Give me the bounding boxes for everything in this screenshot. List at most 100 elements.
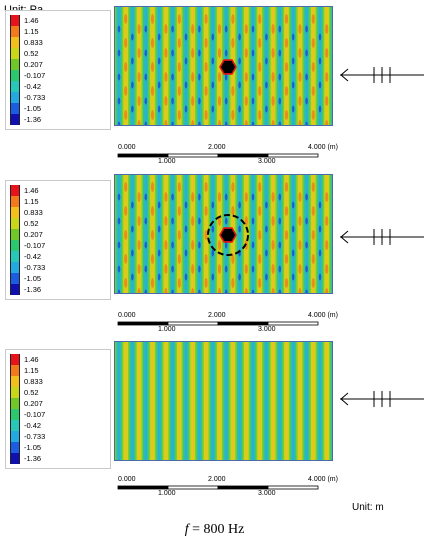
pressure-trough-lobe xyxy=(291,225,295,233)
legend-row: -1.36 xyxy=(10,453,41,464)
pressure-lobe xyxy=(311,254,315,264)
wave-trough-core xyxy=(131,7,134,125)
pressure-lobe xyxy=(137,48,141,58)
pressure-trough-lobe xyxy=(157,225,161,233)
pressure-lobe xyxy=(124,86,128,96)
pressure-trough-lobe xyxy=(144,241,148,249)
wave-crest-core xyxy=(138,175,141,293)
pressure-trough-lobe xyxy=(171,73,174,81)
pressure-lobe xyxy=(191,24,195,34)
pressure-trough-lobe xyxy=(278,193,282,201)
legend-row: -1.05 xyxy=(10,273,41,284)
pressure-lobe xyxy=(284,14,289,24)
scale-tick-label: 0.000 xyxy=(118,144,136,151)
legend-row: 1.46 xyxy=(10,354,39,365)
legend-swatch xyxy=(10,185,20,196)
legend-row: -0.107 xyxy=(10,70,45,81)
wave-trough-core xyxy=(131,175,134,293)
pressure-lobe xyxy=(191,72,195,82)
pressure-lobe xyxy=(137,192,141,202)
pressure-field-svg-3 xyxy=(115,342,333,461)
pressure-lobe xyxy=(191,120,195,125)
pressure-trough-lobe xyxy=(224,49,228,57)
pressure-trough-lobe xyxy=(131,105,134,113)
legend-2: 1.46 1.15 0.833 0.52 0.207 -0.107 -0.42 -0.733 -… xyxy=(5,180,111,300)
wave-crest-core xyxy=(178,342,181,460)
pressure-lobe xyxy=(311,230,315,240)
scale-tick-label: 2.000 xyxy=(208,144,226,151)
pressure-lobe xyxy=(311,38,315,48)
pressure-trough-lobe xyxy=(278,289,282,293)
pressure-lobe xyxy=(217,48,222,58)
scale-tick-label: 1.000 xyxy=(158,326,176,333)
wave-crest-core xyxy=(312,342,315,460)
pressure-trough-lobe xyxy=(144,121,148,125)
pressure-lobe xyxy=(311,182,315,192)
pressure-lobe xyxy=(325,48,329,58)
pressure-trough-lobe xyxy=(184,105,188,113)
legend-row: -0.42 xyxy=(10,251,41,262)
legend-value: -0.42 xyxy=(24,421,42,430)
wave-trough-core xyxy=(198,7,201,125)
pressure-trough-lobe xyxy=(211,225,215,233)
pressure-lobe xyxy=(284,230,289,240)
legend-swatch xyxy=(10,273,20,284)
legend-value: -0.733 xyxy=(24,263,46,272)
pressure-trough-lobe xyxy=(278,265,282,273)
wave-crest-core xyxy=(151,342,154,460)
legend-row: -0.733 xyxy=(10,92,45,103)
pressure-trough-lobe xyxy=(211,105,215,113)
pressure-trough-lobe xyxy=(144,25,148,33)
pressure-lobe xyxy=(177,110,181,120)
pressure-trough-lobe xyxy=(251,289,255,293)
legend-row: -0.733 xyxy=(10,262,45,273)
pressure-lobe xyxy=(298,120,302,125)
wave-crest-core xyxy=(164,342,167,460)
legend-row: 0.52 xyxy=(10,48,39,59)
wave-trough-core xyxy=(305,7,308,125)
wave-trough-core xyxy=(158,175,161,293)
wave-trough-core xyxy=(117,175,121,293)
frequency-value: = 800 Hz xyxy=(188,522,245,537)
scale-tick-label: 1.000 xyxy=(158,158,176,165)
pressure-trough-lobe xyxy=(184,33,188,41)
pressure-trough-lobe xyxy=(305,241,308,249)
pressure-lobe xyxy=(150,14,155,24)
pressure-lobe xyxy=(298,72,302,82)
legend-row: 0.207 xyxy=(10,59,43,70)
pressure-trough-lobe xyxy=(318,33,322,41)
pressure-trough-lobe xyxy=(332,194,333,201)
incident-wave-arrow-1 xyxy=(340,65,426,85)
pressure-trough-lobe xyxy=(171,241,174,249)
pressure-trough-lobe xyxy=(184,81,188,89)
pressure-trough-lobe xyxy=(238,105,241,113)
scale-segment xyxy=(267,485,319,490)
wave-crest-core xyxy=(218,7,221,125)
pressure-lobe xyxy=(271,48,275,58)
pressure-trough-lobe xyxy=(318,273,322,281)
pressure-lobe xyxy=(150,254,155,264)
wave-trough-core xyxy=(305,175,308,293)
pressure-lobe xyxy=(284,86,289,96)
pressure-lobe xyxy=(325,240,329,250)
wave-trough-core xyxy=(278,7,281,125)
pressure-trough-lobe xyxy=(265,225,268,233)
pressure-lobe xyxy=(311,86,315,96)
pressure-lobe xyxy=(150,230,155,240)
pressure-trough-lobe xyxy=(157,249,161,257)
legend-value: -0.42 xyxy=(24,252,42,261)
frequency-symbol: f xyxy=(184,522,189,537)
pressure-trough-lobe xyxy=(117,289,121,293)
legend-swatch xyxy=(10,218,20,229)
pressure-lobe xyxy=(137,24,141,34)
wave-trough-core xyxy=(131,342,134,460)
legend-row: 0.833 xyxy=(10,207,43,218)
wave-trough-core xyxy=(332,342,333,461)
pressure-trough-lobe xyxy=(198,121,201,125)
wave-crest-core xyxy=(164,175,167,293)
legend-value: -1.05 xyxy=(24,104,42,113)
legend-row: 0.833 xyxy=(10,376,43,387)
pressure-lobe xyxy=(177,62,181,72)
scale-segment xyxy=(217,153,269,158)
highlight-ring xyxy=(207,214,249,256)
